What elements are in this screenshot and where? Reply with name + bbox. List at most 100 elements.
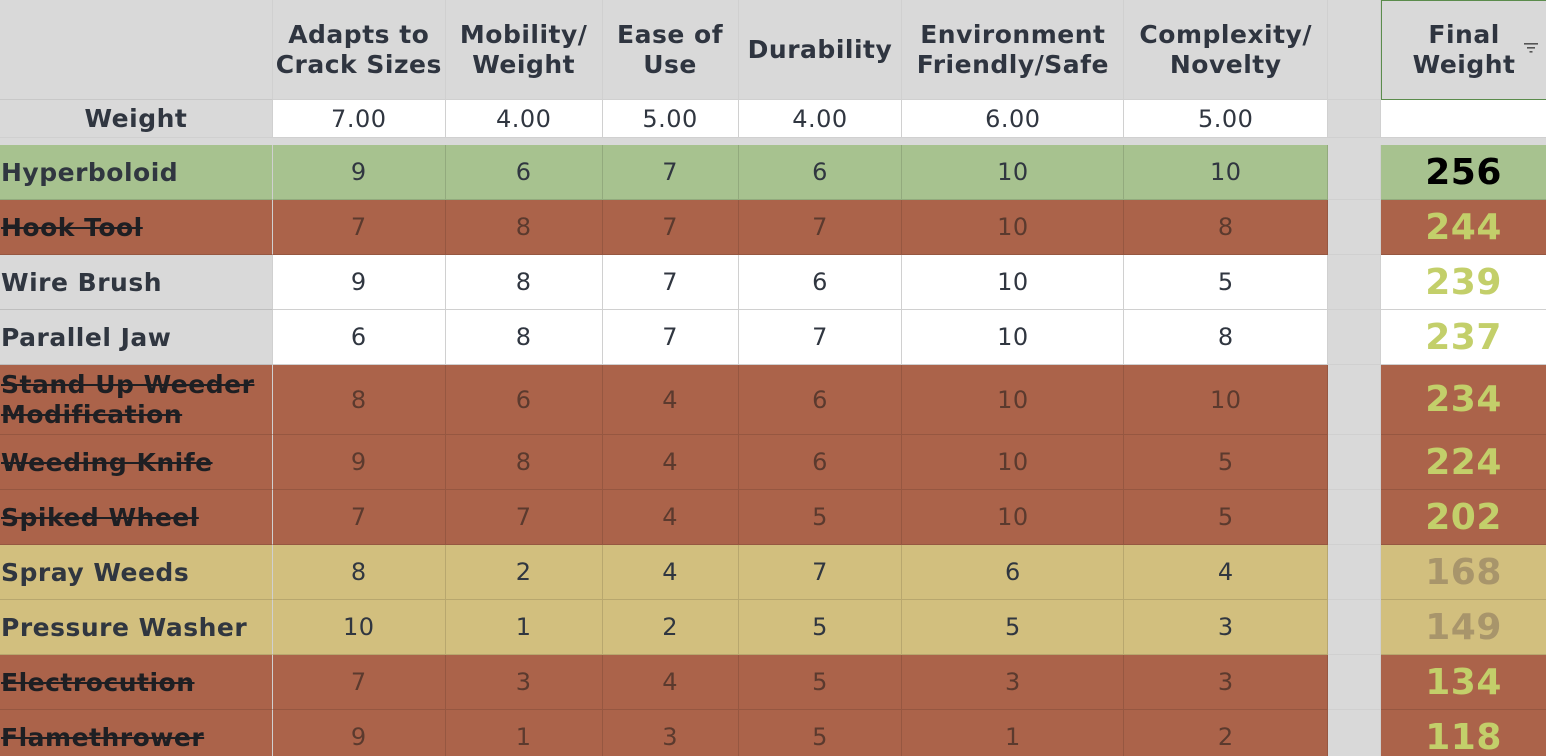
row-name-cell[interactable]: Spray Weeds <box>0 545 273 600</box>
row-gap[interactable] <box>1328 435 1382 490</box>
row-name-cell[interactable]: Flamethrower <box>0 710 273 756</box>
row-mobility-score[interactable]: 8 <box>445 200 603 255</box>
row-complexity-score[interactable]: 3 <box>1124 655 1329 710</box>
row-final-weight[interactable]: 202 <box>1381 490 1546 545</box>
row-durability-score[interactable]: 6 <box>738 145 903 200</box>
row-environment-score[interactable]: 10 <box>902 200 1125 255</box>
row-adapts-score[interactable]: 9 <box>272 145 446 200</box>
row-adapts-score[interactable]: 9 <box>272 435 446 490</box>
row-name-cell[interactable]: Stand Up Weeder Modification <box>0 365 273 435</box>
row-name-cell[interactable]: Electrocution <box>0 655 273 710</box>
row-gap[interactable] <box>1328 600 1382 655</box>
row-final-weight[interactable]: 168 <box>1381 545 1546 600</box>
row-final-weight[interactable]: 224 <box>1381 435 1546 490</box>
row-name-cell[interactable]: Parallel Jaw <box>0 310 273 365</box>
row-ease-score[interactable]: 7 <box>602 255 739 310</box>
row-durability-score[interactable]: 6 <box>738 365 903 435</box>
row-gap[interactable] <box>1328 310 1382 365</box>
header-complexity[interactable]: Complexity/ Novelty <box>1124 0 1329 100</box>
header-blank[interactable] <box>0 0 273 100</box>
row-adapts-score[interactable]: 9 <box>272 255 446 310</box>
row-mobility-score[interactable]: 8 <box>445 255 603 310</box>
row-gap[interactable] <box>1328 710 1382 756</box>
header-adapts[interactable]: Adapts to Crack Sizes <box>272 0 446 100</box>
row-complexity-score[interactable]: 5 <box>1124 435 1329 490</box>
row-ease-score[interactable]: 4 <box>602 435 739 490</box>
row-final-weight[interactable]: 239 <box>1381 255 1546 310</box>
row-complexity-score[interactable]: 8 <box>1124 200 1329 255</box>
row-environment-score[interactable]: 10 <box>902 255 1125 310</box>
row-durability-score[interactable]: 6 <box>738 435 903 490</box>
header-mobility[interactable]: Mobility/ Weight <box>445 0 603 100</box>
row-durability-score[interactable]: 7 <box>738 310 903 365</box>
row-adapts-score[interactable]: 6 <box>272 310 446 365</box>
header-durability[interactable]: Durability <box>738 0 903 100</box>
row-ease-score[interactable]: 4 <box>602 545 739 600</box>
row-final-weight[interactable]: 234 <box>1381 365 1546 435</box>
row-final-weight[interactable]: 256 <box>1381 145 1546 200</box>
row-name-cell[interactable]: Hook Tool <box>0 200 273 255</box>
filter-icon[interactable] <box>1524 43 1539 53</box>
row-mobility-score[interactable]: 8 <box>445 310 603 365</box>
row-complexity-score[interactable]: 5 <box>1124 490 1329 545</box>
row-ease-score[interactable]: 7 <box>602 310 739 365</box>
row-final-weight[interactable]: 237 <box>1381 310 1546 365</box>
row-mobility-score[interactable]: 8 <box>445 435 603 490</box>
row-mobility-score[interactable]: 1 <box>445 600 603 655</box>
row-environment-score[interactable]: 6 <box>902 545 1125 600</box>
row-mobility-score[interactable]: 3 <box>445 655 603 710</box>
header-final[interactable]: Final Weight <box>1381 0 1546 100</box>
row-complexity-score[interactable]: 5 <box>1124 255 1329 310</box>
row-ease-score[interactable]: 3 <box>602 710 739 756</box>
row-mobility-score[interactable]: 6 <box>445 145 603 200</box>
row-gap[interactable] <box>1328 255 1382 310</box>
row-final-weight[interactable]: 244 <box>1381 200 1546 255</box>
row-environment-score[interactable]: 10 <box>902 145 1125 200</box>
row-environment-score[interactable]: 5 <box>902 600 1125 655</box>
header-environment[interactable]: Environment Friendly/Safe <box>902 0 1125 100</box>
row-name-cell[interactable]: Pressure Washer <box>0 600 273 655</box>
header-gap[interactable] <box>1328 0 1382 100</box>
row-name-cell[interactable]: Wire Brush <box>0 255 273 310</box>
row-gap[interactable] <box>1328 200 1382 255</box>
weight-final[interactable] <box>1381 100 1546 138</box>
row-complexity-score[interactable]: 3 <box>1124 600 1329 655</box>
row-adapts-score[interactable]: 9 <box>272 710 446 756</box>
row-adapts-score[interactable]: 7 <box>272 490 446 545</box>
row-complexity-score[interactable]: 4 <box>1124 545 1329 600</box>
row-durability-score[interactable]: 5 <box>738 710 903 756</box>
row-ease-score[interactable]: 4 <box>602 490 739 545</box>
row-ease-score[interactable]: 7 <box>602 145 739 200</box>
row-durability-score[interactable]: 5 <box>738 600 903 655</box>
row-ease-score[interactable]: 7 <box>602 200 739 255</box>
row-complexity-score[interactable]: 10 <box>1124 365 1329 435</box>
weight-ease[interactable]: 5.00 <box>602 100 739 138</box>
row-adapts-score[interactable]: 8 <box>272 365 446 435</box>
row-final-weight[interactable]: 118 <box>1381 710 1546 756</box>
row-mobility-score[interactable]: 1 <box>445 710 603 756</box>
row-durability-score[interactable]: 6 <box>738 255 903 310</box>
row-final-weight[interactable]: 134 <box>1381 655 1546 710</box>
row-environment-score[interactable]: 3 <box>902 655 1125 710</box>
row-mobility-score[interactable]: 7 <box>445 490 603 545</box>
row-durability-score[interactable]: 5 <box>738 490 903 545</box>
row-name-cell[interactable]: Weeding Knife <box>0 435 273 490</box>
row-adapts-score[interactable]: 8 <box>272 545 446 600</box>
row-mobility-score[interactable]: 6 <box>445 365 603 435</box>
weight-gap[interactable] <box>1328 100 1382 138</box>
row-complexity-score[interactable]: 8 <box>1124 310 1329 365</box>
row-ease-score[interactable]: 2 <box>602 600 739 655</box>
row-environment-score[interactable]: 10 <box>902 365 1125 435</box>
row-environment-score[interactable]: 10 <box>902 490 1125 545</box>
row-gap[interactable] <box>1328 655 1382 710</box>
weight-durability[interactable]: 4.00 <box>738 100 903 138</box>
row-adapts-score[interactable]: 10 <box>272 600 446 655</box>
row-adapts-score[interactable]: 7 <box>272 200 446 255</box>
row-environment-score[interactable]: 10 <box>902 435 1125 490</box>
row-gap[interactable] <box>1328 145 1382 200</box>
row-durability-score[interactable]: 7 <box>738 200 903 255</box>
weight-environment[interactable]: 6.00 <box>902 100 1125 138</box>
row-adapts-score[interactable]: 7 <box>272 655 446 710</box>
row-mobility-score[interactable]: 2 <box>445 545 603 600</box>
row-durability-score[interactable]: 7 <box>738 545 903 600</box>
